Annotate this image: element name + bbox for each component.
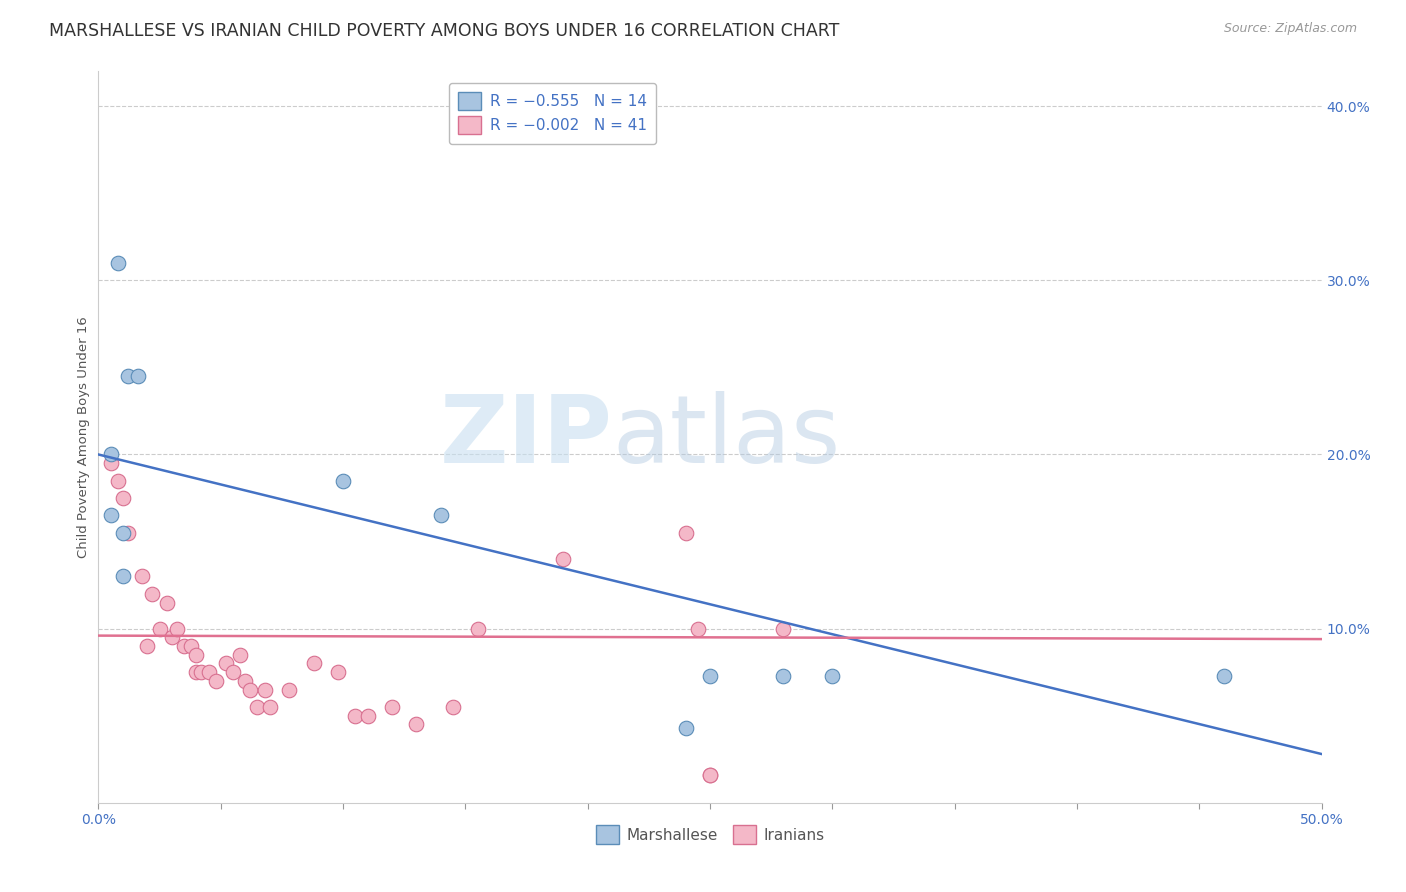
Point [344, 708, 367, 723]
Point [149, 622, 172, 636]
Point [356, 708, 378, 723]
Point [302, 657, 325, 671]
Point [117, 525, 139, 540]
Point [107, 256, 129, 270]
Point [100, 508, 122, 523]
Point [180, 639, 202, 653]
Legend: Marshallese, Iranians: Marshallese, Iranians [589, 819, 831, 850]
Point [107, 474, 129, 488]
Point [117, 369, 139, 384]
Point [229, 648, 252, 662]
Point [332, 474, 354, 488]
Point [156, 595, 179, 609]
Point [772, 668, 794, 682]
Point [699, 768, 721, 782]
Point [111, 491, 134, 505]
Point [686, 622, 709, 636]
Point [197, 665, 219, 680]
Point [278, 682, 301, 697]
Point [100, 456, 122, 470]
Point [173, 639, 195, 653]
Point [675, 721, 697, 735]
Point [131, 569, 153, 583]
Point [328, 665, 350, 680]
Point [111, 525, 134, 540]
Point [699, 668, 721, 682]
Point [821, 668, 844, 682]
Point [205, 673, 228, 688]
Point [430, 508, 453, 523]
Point [186, 648, 208, 662]
Point [441, 700, 464, 714]
Text: atlas: atlas [612, 391, 841, 483]
Point [166, 622, 188, 636]
Point [553, 552, 575, 566]
Point [100, 448, 122, 462]
Point [253, 682, 276, 697]
Point [214, 657, 236, 671]
Point [222, 665, 245, 680]
Point [1212, 668, 1234, 682]
Point [160, 631, 183, 645]
Point [675, 525, 697, 540]
Point [136, 639, 159, 653]
Text: Source: ZipAtlas.com: Source: ZipAtlas.com [1223, 22, 1357, 36]
Text: MARSHALLESE VS IRANIAN CHILD POVERTY AMONG BOYS UNDER 16 CORRELATION CHART: MARSHALLESE VS IRANIAN CHILD POVERTY AMO… [49, 22, 839, 40]
Point [259, 700, 281, 714]
Point [190, 665, 212, 680]
Y-axis label: Child Poverty Among Boys Under 16: Child Poverty Among Boys Under 16 [77, 316, 90, 558]
Point [111, 569, 134, 583]
Point [699, 768, 721, 782]
Point [186, 665, 208, 680]
Text: ZIP: ZIP [439, 391, 612, 483]
Point [246, 700, 269, 714]
Point [405, 717, 427, 731]
Point [381, 700, 404, 714]
Point [467, 622, 489, 636]
Point [239, 682, 262, 697]
Point [127, 369, 149, 384]
Point [141, 587, 163, 601]
Point [772, 622, 794, 636]
Point [233, 673, 256, 688]
